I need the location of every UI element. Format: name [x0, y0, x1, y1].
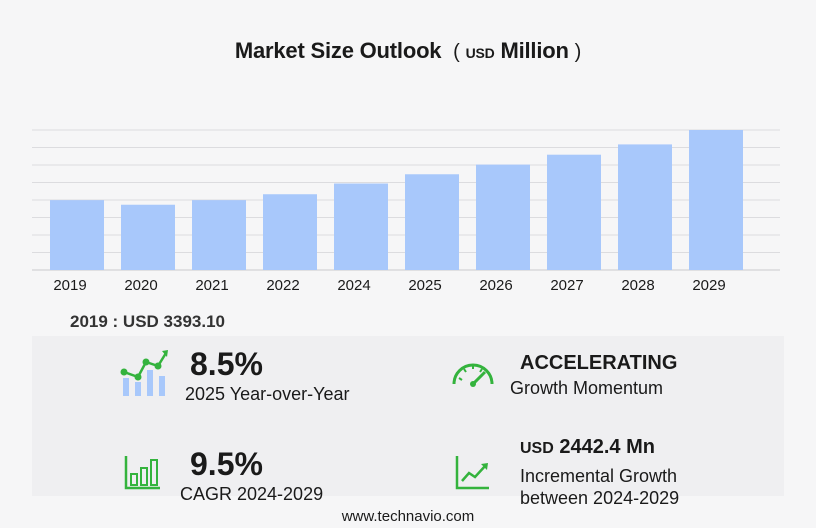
bar-chart: 2019 2020 2021 2022 2024 2025 2026 2027 2028 2029: [32, 129, 780, 294]
bar-2020: [121, 204, 175, 270]
unit-currency: USD: [465, 45, 495, 61]
bar-2022: [263, 194, 317, 270]
unit-close: ): [574, 41, 582, 63]
unit-open: (: [453, 41, 460, 63]
bar-chart-icon: [124, 456, 160, 490]
x-tick-label-2022: 2022: [266, 277, 299, 294]
x-tick-label-2025: 2025: [408, 277, 441, 294]
yoy-label: 2025 Year-over-Year: [185, 384, 350, 404]
yoy-value: 8.5%: [190, 346, 263, 382]
bar-2019: [50, 200, 104, 270]
footer-url: www.technavio.com: [341, 508, 475, 525]
cagr-label: CAGR 2024-2029: [180, 484, 324, 504]
x-tick-label-2019: 2019: [53, 277, 86, 294]
trend-line-icon: [455, 456, 489, 490]
momentum-label: Growth Momentum: [510, 378, 664, 398]
bar-2027: [547, 154, 601, 270]
incremental-value: USD 2442.4 Mn: [520, 436, 655, 459]
x-tick-label-2028: 2028: [621, 277, 654, 294]
bar-2021: [192, 200, 246, 270]
incremental-label-1: Incremental Growth: [520, 466, 678, 486]
bar-2029: [689, 130, 743, 270]
bar-2028: [618, 144, 672, 270]
base-year-label: 2019 : USD 3393.10: [70, 312, 225, 331]
title-text: Market Size Outlook: [234, 38, 442, 63]
x-tick-label-2021: 2021: [195, 277, 228, 294]
incremental-currency: USD: [520, 440, 554, 457]
x-tick-label-2029: 2029: [692, 277, 725, 294]
yoy-growth-icon: [120, 350, 168, 396]
unit-scale: Million: [500, 38, 569, 63]
x-tick-label-2024: 2024: [337, 277, 370, 294]
bar-2024: [334, 183, 388, 270]
x-tick-label-2026: 2026: [479, 277, 512, 294]
bar-2026: [476, 164, 530, 270]
momentum-value: ACCELERATING: [520, 352, 678, 374]
chart-title: Market Size Outlook ( USD Million ): [0, 38, 816, 64]
cagr-value: 9.5%: [190, 446, 263, 482]
x-tick-label-2027: 2027: [550, 277, 583, 294]
x-tick-label-2020: 2020: [124, 277, 157, 294]
incremental-label-2: between 2024-2029: [520, 488, 680, 508]
bar-2025: [405, 174, 459, 270]
speedometer-icon: [452, 363, 494, 387]
incremental-amount: 2442.4 Mn: [559, 436, 655, 458]
